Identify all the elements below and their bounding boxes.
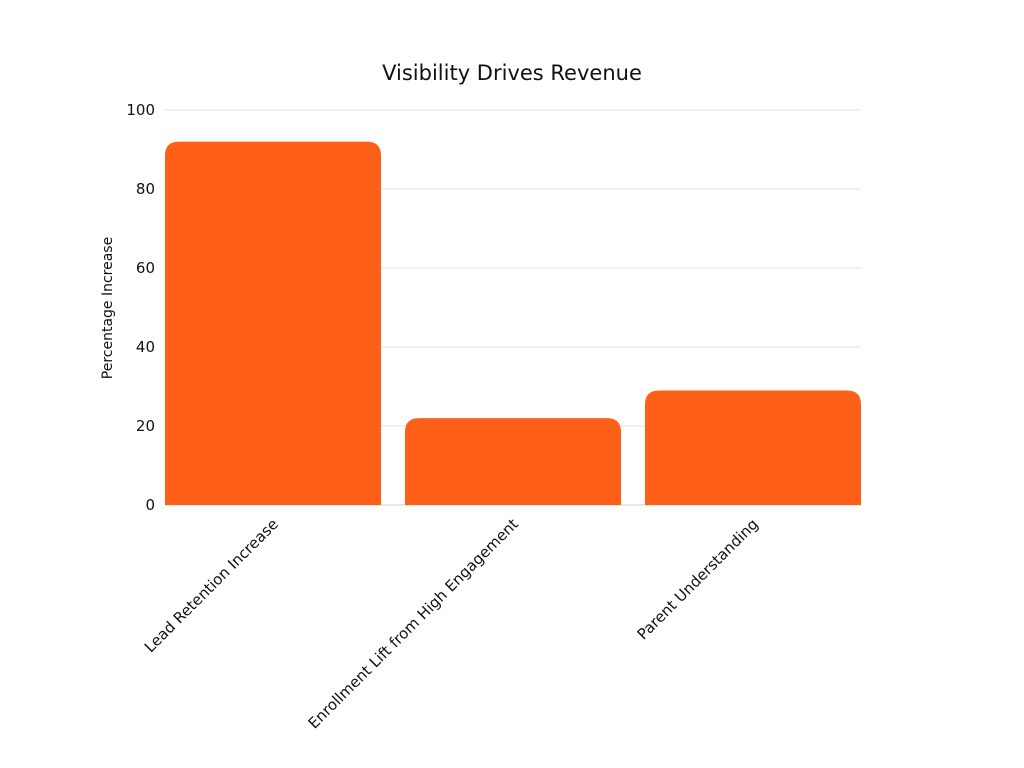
x-tick-label: Lead Retention Increase bbox=[141, 515, 282, 656]
y-axis-label: Percentage Increase bbox=[100, 237, 116, 379]
bar-enrollment-lift-from-high-engagement bbox=[405, 418, 621, 505]
y-tick-label: 40 bbox=[136, 338, 155, 356]
y-tick-label: 20 bbox=[136, 417, 155, 435]
x-tick-labels: Lead Retention Increase Enrollment Lift f… bbox=[141, 515, 762, 732]
y-tick-label: 80 bbox=[136, 180, 155, 198]
bar-lead-retention-increase bbox=[165, 141, 381, 505]
y-tick-label: 100 bbox=[126, 101, 155, 119]
x-tick-label: Enrollment Lift from High Engagement bbox=[305, 515, 522, 732]
bars-layer bbox=[165, 141, 861, 505]
chart-title: Visibility Drives Revenue bbox=[382, 61, 642, 85]
y-tick-label: 0 bbox=[145, 496, 155, 514]
y-tick-label: 60 bbox=[136, 259, 155, 277]
x-tick-label: Parent Understanding bbox=[634, 515, 762, 643]
y-tick-labels: 0 20 40 60 80 100 bbox=[126, 101, 155, 514]
bar-parent-understanding bbox=[645, 390, 861, 505]
